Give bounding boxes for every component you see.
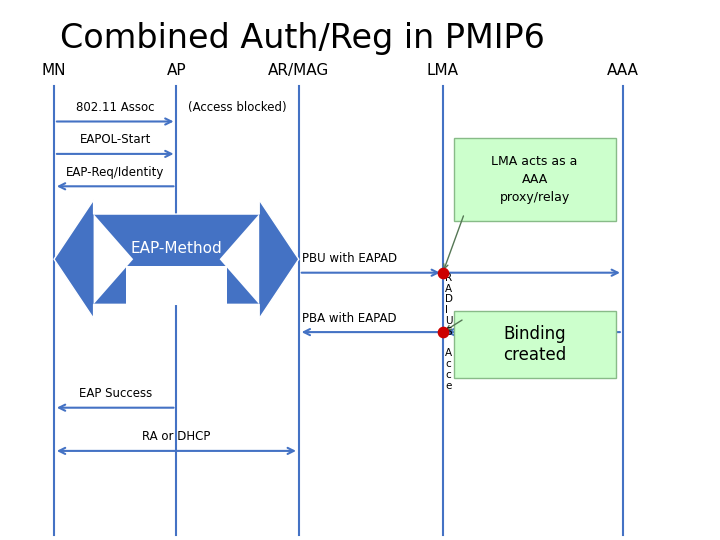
Text: Combined Auth/Reg in PMIP6: Combined Auth/Reg in PMIP6 [60, 22, 545, 55]
Text: 802.11 Assoc: 802.11 Assoc [76, 101, 155, 114]
Text: R
A
D
I
U
S
 
A
c
c
e: R A D I U S A c c e [445, 273, 453, 391]
Text: AP: AP [166, 63, 186, 78]
Polygon shape [220, 214, 259, 305]
Text: LMA: LMA [427, 63, 459, 78]
Text: (Access blocked): (Access blocked) [189, 101, 287, 114]
Text: Binding
created: Binding created [503, 325, 566, 363]
FancyBboxPatch shape [454, 310, 616, 378]
Polygon shape [54, 200, 299, 319]
Text: EAPOL-Start: EAPOL-Start [79, 133, 151, 146]
Polygon shape [94, 214, 133, 305]
Point [437, 328, 449, 336]
Text: AR/MAG: AR/MAG [268, 63, 330, 78]
Text: EAP-Req/Identity: EAP-Req/Identity [66, 166, 164, 179]
Text: EAP-Method: EAP-Method [130, 241, 222, 256]
Text: LMA acts as a
AAA
proxy/relay: LMA acts as a AAA proxy/relay [492, 155, 577, 204]
Text: PBU with EAPAD: PBU with EAPAD [302, 252, 397, 265]
Point [437, 268, 449, 277]
Polygon shape [126, 266, 227, 305]
Text: RA or DHCP: RA or DHCP [143, 430, 210, 443]
Text: AAA: AAA [607, 63, 639, 78]
Text: EAP Success: EAP Success [78, 387, 152, 400]
Text: MN: MN [42, 63, 66, 78]
Text: PBA with EAPAD: PBA with EAPAD [302, 312, 397, 325]
FancyBboxPatch shape [454, 138, 616, 221]
